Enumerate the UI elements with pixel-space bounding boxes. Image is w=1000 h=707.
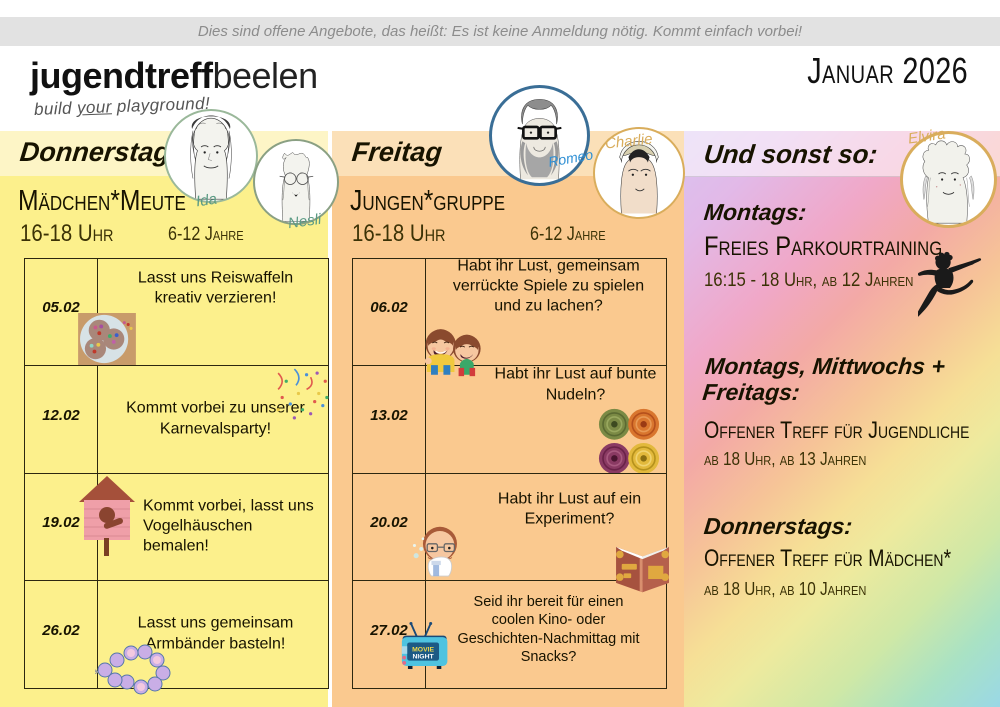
svg-text:NIGHT: NIGHT [413,653,435,660]
svg-text:MOVIE: MOVIE [412,647,434,654]
